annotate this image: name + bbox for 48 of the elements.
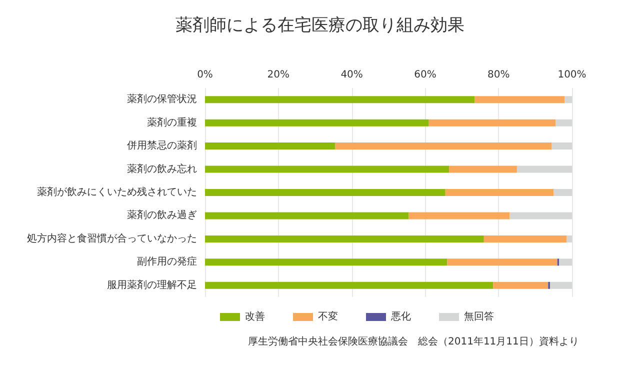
x-tick-label: 80% — [487, 70, 510, 80]
chart-title: 薬剤師による在宅医療の取り組み効果 — [176, 16, 464, 36]
x-tick-label: 20% — [267, 70, 290, 80]
bar — [445, 189, 554, 196]
bar — [335, 142, 552, 150]
bar — [552, 142, 572, 150]
bar — [428, 119, 556, 126]
y-tick-label: 薬剤の飲み過ぎ — [127, 209, 197, 222]
bar — [205, 142, 336, 150]
x-tick-label: 100% — [558, 70, 586, 80]
legend-label: 悪化 — [390, 310, 411, 322]
bar — [559, 258, 572, 266]
bar — [449, 166, 517, 173]
bar — [484, 235, 566, 242]
legend-label: 無回答 — [464, 310, 494, 322]
legend-label: 改善 — [245, 310, 265, 322]
x-tick-label: 60% — [414, 70, 436, 80]
bar — [550, 282, 572, 289]
x-tick-label: 40% — [340, 70, 363, 80]
legend-label: 不変 — [318, 310, 338, 322]
y-tick-label: 薬剤が飲みにくいため残されていた — [37, 186, 197, 198]
y-tick-label: 薬剤の飲み忘れ — [127, 162, 197, 175]
y-tick-label: 副作用の発症 — [137, 256, 197, 268]
bar — [205, 119, 429, 126]
bar — [555, 119, 572, 126]
bar — [493, 282, 548, 289]
y-tick-label: 処方内容と食習慣が合っていなかった — [27, 232, 197, 244]
bar — [408, 212, 510, 220]
y-tick-label: 併用禁忌の薬剤 — [127, 140, 197, 152]
y-tick-label: 薬剤の重複 — [147, 116, 197, 128]
bar — [205, 189, 446, 196]
bar — [516, 166, 572, 173]
bar — [447, 258, 558, 266]
bar — [566, 235, 572, 242]
text: 厚生労働省中央社会保険医療協議会 総会（2011年11月11日）資料より — [248, 336, 579, 348]
bar — [205, 96, 475, 104]
y-tick-label: 服用薬剤の理解不足 — [107, 278, 197, 291]
bar — [205, 235, 484, 242]
bar — [205, 258, 448, 266]
bar — [205, 212, 409, 220]
y-tick-label: 薬剤の保管状況 — [127, 93, 197, 106]
bar — [510, 212, 572, 220]
bar — [474, 96, 565, 104]
bar — [205, 282, 494, 289]
bar — [205, 166, 450, 173]
bar — [564, 96, 572, 104]
x-tick-label: 0% — [197, 70, 213, 80]
bar — [554, 189, 572, 196]
